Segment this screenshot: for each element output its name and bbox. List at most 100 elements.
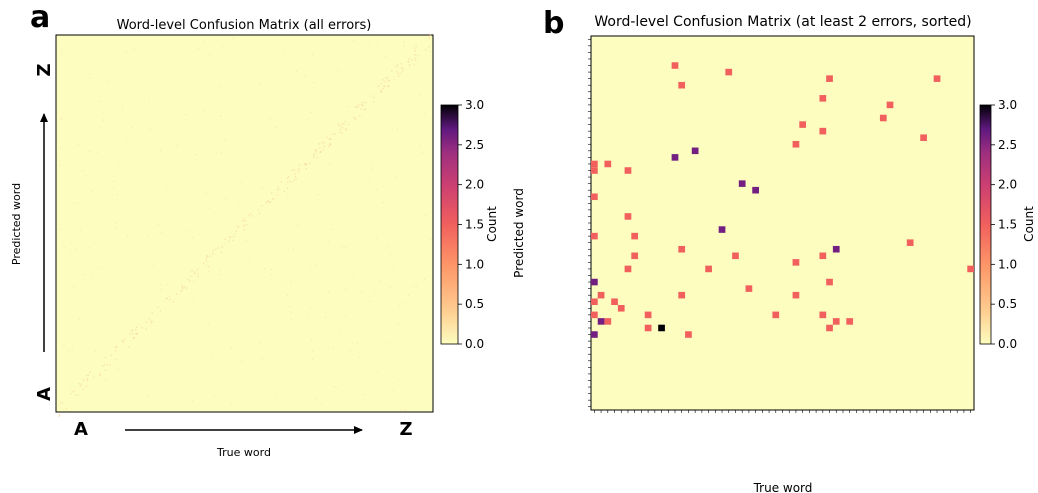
- panel-a-speckle: [229, 236, 231, 239]
- panel-a-speckle: [61, 117, 63, 119]
- panel-a-speckle: [377, 372, 379, 374]
- panel-a-speckle: [333, 386, 335, 388]
- panel-a-speckle: [339, 129, 341, 131]
- heatmap-cell: [705, 265, 712, 273]
- panel-a-speckle: [240, 181, 242, 183]
- panel-a-speckle: [359, 356, 361, 358]
- panel-a-speckle: [145, 328, 147, 330]
- panel-a-speckle: [277, 186, 279, 188]
- panel-a-speckle: [85, 174, 87, 176]
- heatmap-cell: [745, 285, 753, 292]
- panel-a-speckle: [361, 104, 363, 106]
- panel-a-speckle: [368, 44, 370, 46]
- panel-b-label: b: [543, 6, 564, 41]
- panel-a-speckle: [149, 128, 151, 130]
- panel-b-colorbar-tick-label: 1.5: [998, 218, 1017, 232]
- panel-a-speckle: [95, 45, 97, 47]
- panel-a-speckle: [397, 64, 399, 66]
- panel-a-speckle: [416, 285, 418, 287]
- panel-a-speckle: [172, 47, 174, 49]
- panel-a-speckle: [276, 189, 279, 191]
- panel-a-speckle: [113, 188, 115, 190]
- panel-a-speckle: [100, 267, 102, 268]
- panel-a-speckle: [293, 179, 296, 181]
- heatmap-cell: [604, 160, 612, 168]
- panel-a-speckle: [382, 88, 384, 90]
- panel-a-speckle: [424, 214, 426, 216]
- panel-a-speckle: [133, 337, 135, 339]
- panel-a-speckle: [291, 318, 292, 320]
- panel-a-speckle: [129, 333, 131, 335]
- panel-a-speckle: [69, 252, 71, 254]
- panel-a-speckle: [149, 98, 150, 100]
- panel-a-speckle: [117, 194, 118, 195]
- panel-a-speckle: [360, 291, 362, 293]
- panel-a-speckle: [133, 49, 135, 51]
- panel-a-speckle: [390, 253, 392, 255]
- panel-a-speckle: [150, 322, 153, 324]
- panel-a-speckle: [371, 168, 373, 170]
- panel-a-speckle: [206, 255, 208, 257]
- heatmap-cell: [725, 68, 733, 76]
- panel-a-speckle: [219, 269, 221, 271]
- panel-a-speckle: [264, 268, 266, 270]
- panel-a-speckle: [191, 400, 193, 401]
- panel-a-speckle: [272, 197, 274, 200]
- panel-a-speckle: [269, 201, 271, 203]
- panel-a-speckle: [58, 228, 60, 230]
- panel-a-speckle: [315, 149, 318, 151]
- panel-a-speckle: [327, 240, 329, 242]
- panel-a-speckle: [250, 271, 252, 273]
- panel-a-speckle: [429, 238, 431, 240]
- panel-a-speckle: [208, 207, 210, 209]
- heatmap-cell: [678, 81, 686, 89]
- heatmap-cell: [591, 331, 598, 338]
- panel-a-speckle: [75, 248, 77, 250]
- panel-a-title: Word-level Confusion Matrix (all errors): [117, 18, 372, 33]
- panel-a-speckle: [411, 59, 413, 61]
- panel-a-speckle: [87, 150, 89, 152]
- panel-a-speckle: [243, 229, 246, 231]
- panel-a-speckle: [70, 393, 72, 395]
- panel-a-speckle: [195, 154, 197, 156]
- panel-a-speckle: [363, 108, 365, 110]
- panel-a-speckle: [102, 119, 104, 121]
- panel-a-speckle: [364, 108, 367, 111]
- panel-a-speckle: [106, 363, 108, 366]
- panel-b-ylabel: Predicted word: [512, 188, 526, 278]
- panel-a-speckle: [125, 140, 127, 142]
- panel-a-speckle: [305, 168, 307, 170]
- panel-a-speckle: [229, 235, 231, 238]
- panel-a-speckle: [342, 127, 344, 129]
- panel-a-speckle: [212, 253, 214, 255]
- heatmap-cell: [685, 331, 692, 338]
- panel-a-speckle: [95, 350, 97, 352]
- panel-a-speckle: [323, 141, 325, 144]
- panel-a-speckle: [389, 286, 391, 288]
- panel-a-speckle: [288, 176, 290, 178]
- panel-a-speckle: [294, 176, 297, 178]
- panel-a-speckle: [237, 201, 239, 203]
- panel-a-speckle: [74, 394, 77, 396]
- panel-a-speckle: [399, 72, 401, 74]
- panel-a-speckle: [403, 41, 405, 43]
- panel-a-speckle: [161, 232, 163, 234]
- panel-b-heatmap: [590, 35, 975, 411]
- panel-a-speckle: [206, 256, 208, 258]
- heatmap-cell: [591, 311, 598, 319]
- heatmap-cell: [631, 232, 639, 240]
- panel-a-speckle: [319, 147, 321, 149]
- panel-a-speckle: [377, 42, 378, 44]
- panel-a-speckle: [402, 303, 404, 305]
- heatmap-cell: [591, 298, 598, 306]
- panel-a-speckle: [277, 194, 279, 196]
- panel-a-speckle: [429, 34, 431, 36]
- panel-b-y-tick-marks: [588, 38, 591, 408]
- panel-a-speckle: [132, 337, 134, 339]
- panel-a-speckle: [86, 385, 88, 387]
- panel-a-speckle: [353, 116, 355, 118]
- panel-a-speckle: [114, 359, 117, 361]
- panel-a-speckle: [117, 165, 119, 167]
- panel-a-speckle: [313, 154, 315, 156]
- panel-a-speckle: [69, 387, 71, 389]
